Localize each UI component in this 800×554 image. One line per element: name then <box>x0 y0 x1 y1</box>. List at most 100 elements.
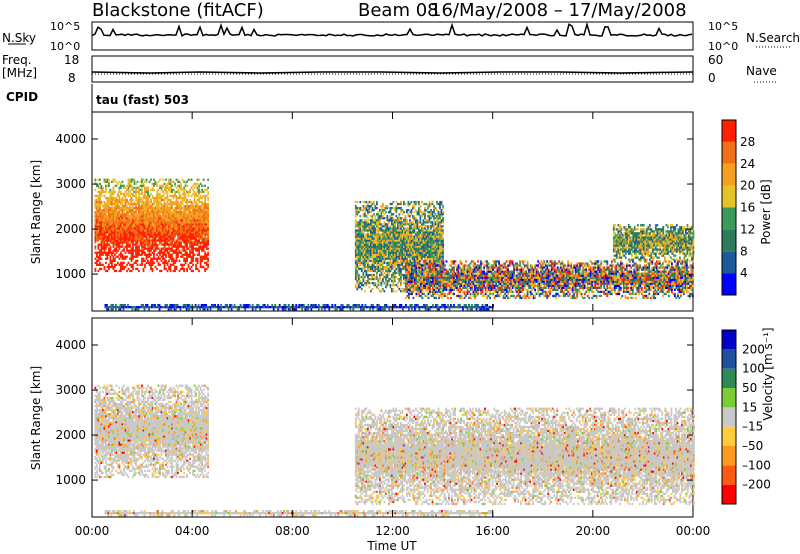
heatmap-cell <box>418 202 420 206</box>
heatmap-cell <box>409 260 412 263</box>
heatmap-cell <box>150 261 152 264</box>
heatmap-cell <box>190 265 193 269</box>
heatmap-cell <box>166 194 169 198</box>
heatmap-cell <box>97 233 100 236</box>
heatmap-cell <box>114 198 116 202</box>
heatmap-cell <box>163 267 166 271</box>
heatmap-cell <box>102 221 104 224</box>
heatmap-cell <box>163 192 166 196</box>
heatmap-cell <box>367 275 369 279</box>
heatmap-cell <box>166 239 169 242</box>
heatmap-cell <box>456 284 458 287</box>
heatmap-cell <box>160 209 163 212</box>
heatmap-cell <box>181 245 184 248</box>
heatmap-cell <box>129 223 131 226</box>
heatmap-cell <box>380 290 383 293</box>
heatmap-cell <box>171 253 173 256</box>
heatmap-cell <box>389 209 392 212</box>
heatmap-cell <box>440 215 443 218</box>
heatmap-cell <box>162 223 164 226</box>
heatmap-cell <box>150 267 152 271</box>
heatmap-cell <box>123 257 125 260</box>
heatmap-cell <box>166 186 169 189</box>
heatmap-cell <box>133 217 136 220</box>
heatmap-cell <box>126 217 128 220</box>
heatmap-cell <box>174 211 176 214</box>
heatmap-cell <box>132 245 134 248</box>
heatmap-cell <box>124 205 127 208</box>
heatmap-cell <box>133 182 136 185</box>
heatmap-cell <box>115 225 118 228</box>
heatmap-cell <box>157 209 160 212</box>
heatmap-cell <box>135 253 137 256</box>
heatmap-cell <box>180 223 182 226</box>
heatmap-cell <box>172 235 175 238</box>
heatmap-cell <box>421 241 423 244</box>
heatmap-cell <box>160 184 163 187</box>
heatmap-cell <box>385 211 387 214</box>
heatmap-cell <box>436 286 439 289</box>
heatmap-cell <box>409 215 411 218</box>
heatmap-cell <box>136 245 139 248</box>
heatmap-cell <box>354 277 357 281</box>
heatmap-cell <box>148 200 151 204</box>
heatmap-cell <box>421 237 423 240</box>
heatmap-cell <box>126 235 128 238</box>
heatmap-cell <box>106 251 109 254</box>
heatmap-cell <box>172 225 175 228</box>
heatmap-cell <box>156 202 158 206</box>
heatmap-cell <box>109 200 112 204</box>
heatmap-cell <box>94 257 97 260</box>
heatmap-cell <box>150 209 152 212</box>
heatmap-cell <box>106 211 109 214</box>
heatmap-cell <box>136 241 139 244</box>
heatmap-cell <box>99 202 101 206</box>
heatmap-cell <box>112 245 115 248</box>
heatmap-cell <box>121 249 124 252</box>
heatmap-cell <box>130 253 133 256</box>
heatmap-cell <box>162 207 164 210</box>
heatmap-cell <box>166 211 169 214</box>
heatmap-cell <box>169 223 172 226</box>
heatmap-cell <box>127 245 130 248</box>
heatmap-cell <box>100 241 103 244</box>
heatmap-cell <box>207 219 209 222</box>
heatmap-cell <box>129 269 131 273</box>
heatmap-cell <box>175 211 178 214</box>
heatmap-cell <box>136 219 139 222</box>
heatmap-cell <box>139 184 142 187</box>
heatmap-cell <box>148 231 151 234</box>
heatmap-cell <box>183 245 185 248</box>
heatmap-cell <box>207 225 209 228</box>
heatmap-cell <box>126 231 128 234</box>
heatmap-cell <box>118 196 121 200</box>
heatmap-cell <box>380 213 383 216</box>
heatmap-cell <box>421 233 423 236</box>
heatmap-cell <box>145 202 148 206</box>
heatmap-cell <box>123 267 125 271</box>
heatmap-cell <box>365 284 368 287</box>
heatmap-cell <box>163 213 166 216</box>
heatmap-cell <box>118 215 121 218</box>
heatmap-cell <box>190 186 193 189</box>
heatmap-cell <box>163 202 166 206</box>
heatmap-cell <box>162 225 164 228</box>
heatmap-cell <box>181 253 184 256</box>
heatmap-cell <box>135 217 137 220</box>
heatmap-cell <box>99 243 101 246</box>
heatmap-cell <box>120 229 122 232</box>
heatmap-cell <box>180 225 182 228</box>
heatmap-cell <box>168 253 170 256</box>
heatmap-cell <box>421 243 423 246</box>
heatmap-cell <box>445 288 448 291</box>
heatmap-cell <box>163 253 166 256</box>
heatmap-cell <box>168 259 170 262</box>
heatmap-cell <box>153 251 155 254</box>
heatmap-cell <box>144 217 146 220</box>
heatmap-cell <box>102 188 104 192</box>
heatmap-cell <box>109 257 112 260</box>
heatmap-cell <box>99 217 101 220</box>
heatmap-cell <box>94 178 97 181</box>
heatmap-cell <box>374 282 377 285</box>
heatmap-cell <box>117 215 119 218</box>
